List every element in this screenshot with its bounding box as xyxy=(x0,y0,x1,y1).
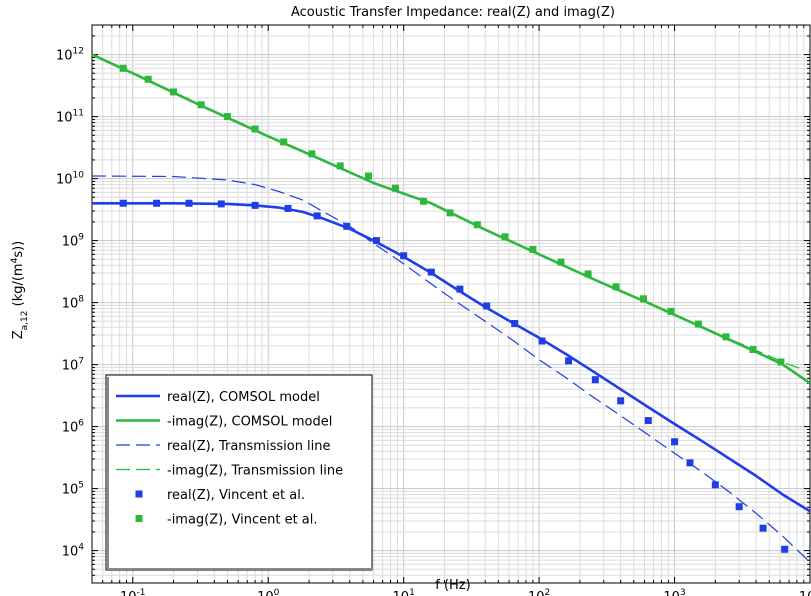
data-point xyxy=(473,221,481,229)
data-point xyxy=(694,320,702,328)
data-point xyxy=(584,270,592,278)
legend-item: real(Z), COMSOL model xyxy=(116,390,320,405)
y-tick-label: 109 xyxy=(62,233,85,250)
y-tick-label: 1011 xyxy=(56,109,84,126)
data-point xyxy=(565,357,573,365)
data-point xyxy=(251,201,259,209)
legend-item: real(Z), Transmission line xyxy=(116,439,331,454)
data-point xyxy=(538,337,546,345)
data-point xyxy=(777,358,785,366)
y-tick-label: 106 xyxy=(62,419,85,436)
x-tick-label: 10-1 xyxy=(120,588,146,596)
legend-item: -imag(Z), Vincent et al. xyxy=(135,513,318,528)
data-point xyxy=(284,204,292,212)
series-line-real-z-transmission-line xyxy=(92,175,810,563)
data-point xyxy=(644,417,652,425)
x-axis-label: f (Hz) xyxy=(435,578,470,593)
legend-label: -imag(Z), COMSOL model xyxy=(167,415,332,430)
y-tick-label: 1012 xyxy=(56,47,84,64)
legend-item: -imag(Z), COMSOL model xyxy=(116,415,332,430)
data-point xyxy=(280,138,288,146)
data-point xyxy=(427,268,435,276)
legend-label: -imag(Z), Vincent et al. xyxy=(167,513,318,528)
data-point xyxy=(217,200,225,208)
legend-label: -imag(Z), Transmission line xyxy=(167,464,343,479)
data-point xyxy=(456,285,464,293)
data-point xyxy=(591,376,599,384)
legend-label: real(Z), Transmission line xyxy=(167,439,331,454)
x-tick-label: 102 xyxy=(528,588,550,596)
series-layer xyxy=(92,53,810,563)
legend-item: -imag(Z), Transmission line xyxy=(116,464,343,479)
x-tick-label: 103 xyxy=(663,588,685,596)
data-point xyxy=(501,233,509,241)
data-point xyxy=(119,64,127,72)
y-tick-label: 104 xyxy=(62,543,85,560)
series-real-z-vincent-et-al xyxy=(119,199,789,553)
data-point xyxy=(197,101,205,109)
y-tick-label: 105 xyxy=(62,481,84,498)
x-tick-label: 104 xyxy=(799,588,811,596)
data-point xyxy=(529,245,537,253)
data-point xyxy=(391,184,399,192)
data-point xyxy=(749,346,757,354)
data-point xyxy=(722,333,730,341)
data-point xyxy=(313,212,321,220)
data-point xyxy=(617,397,625,405)
legend-marker xyxy=(135,490,143,498)
data-point xyxy=(153,199,161,207)
data-point xyxy=(686,459,694,467)
data-point xyxy=(612,283,620,291)
data-point xyxy=(223,113,231,121)
x-tick-label: 100 xyxy=(257,588,280,596)
data-point xyxy=(336,162,344,170)
data-point xyxy=(144,75,152,83)
x-tick-label: 101 xyxy=(393,588,415,596)
series-imag-z-vincent-et-al xyxy=(119,64,785,366)
data-point xyxy=(185,199,193,207)
legend: real(Z), COMSOL model -imag(Z), COMSOL mo… xyxy=(105,374,373,571)
data-point xyxy=(711,481,719,489)
data-point xyxy=(557,258,565,266)
data-point xyxy=(671,438,679,446)
axis-ticks: 10-1 100 101 102 103 104 104 105 106 107 108 109 101… xyxy=(56,24,811,596)
data-point xyxy=(372,237,380,245)
data-point xyxy=(343,222,351,230)
y-tick-label: 108 xyxy=(62,295,85,312)
chart-title: Acoustic Transfer Impedance: real(Z) and… xyxy=(291,5,615,20)
data-point xyxy=(251,125,259,133)
series-line-imag-z-transmission-line xyxy=(92,54,810,373)
data-point xyxy=(640,295,648,303)
data-point xyxy=(400,252,408,260)
legend-box xyxy=(105,374,373,571)
data-point xyxy=(483,302,491,310)
legend-label: real(Z), COMSOL model xyxy=(167,390,320,405)
y-axis-label: Za,12 (kg/(m4s)) xyxy=(10,241,30,340)
y-tick-label: 1010 xyxy=(56,171,84,188)
data-point xyxy=(667,307,675,315)
data-point xyxy=(364,172,372,180)
legend-item: real(Z), Vincent et al. xyxy=(135,488,305,503)
data-point xyxy=(308,150,316,158)
data-point xyxy=(419,197,427,205)
data-point xyxy=(119,199,127,207)
data-point xyxy=(170,88,178,96)
legend-label: real(Z), Vincent et al. xyxy=(167,488,305,503)
plot-frame xyxy=(91,24,811,584)
data-point xyxy=(781,545,789,553)
data-point xyxy=(759,524,767,532)
legend-marker xyxy=(135,515,143,522)
data-point xyxy=(511,319,519,327)
y-tick-label: 107 xyxy=(62,357,84,374)
data-point xyxy=(735,503,743,511)
data-point xyxy=(446,209,454,217)
